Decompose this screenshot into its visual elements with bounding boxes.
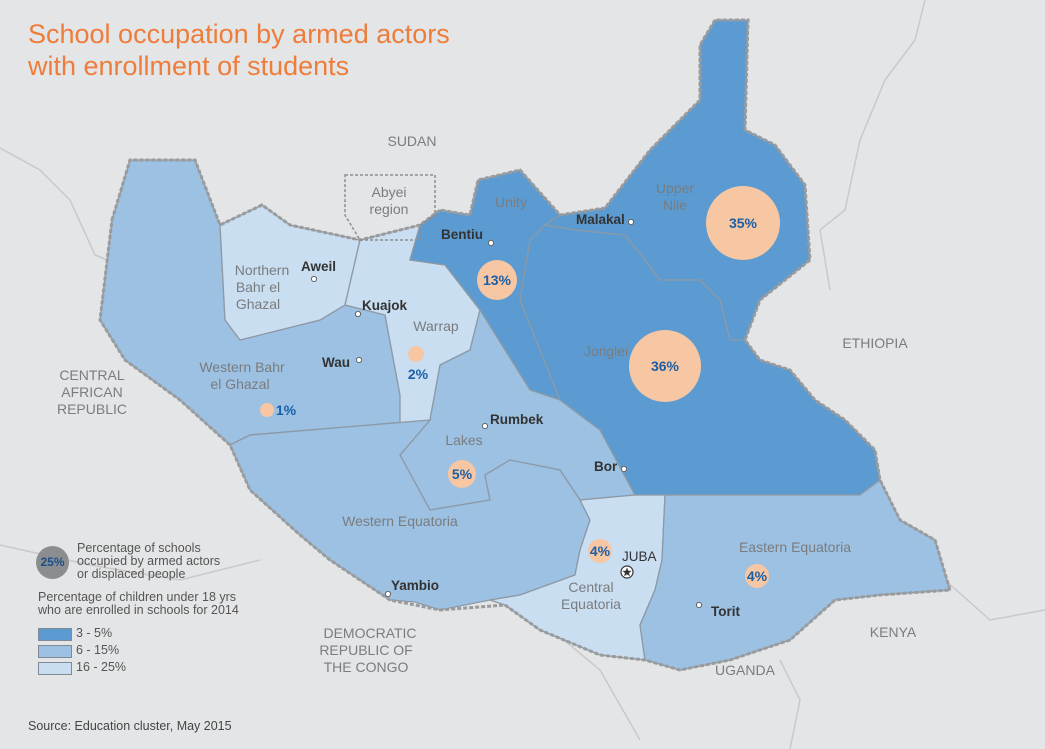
occupation-circle-jonglei [629,330,701,402]
legend-enroll-title-line-1: Percentage of children under 18 yrs [38,590,237,604]
occupation-value-western-bahr: 1% [276,402,297,418]
occupation-value-jonglei: 36% [651,358,680,374]
city-marker-bentiu [487,239,495,247]
city-marker-kuajok [354,310,362,318]
city-label-bentiu: Bentiu [441,227,483,242]
legend-swatch-1 [38,628,72,641]
occupation-circle-western-bahr [260,403,274,417]
city-label-malakal: Malakal [576,212,625,227]
city-label-juba: JUBA [622,549,657,564]
occupation-circle-upper-nile [706,186,780,260]
state-label-upper-nile-1: Upper [656,180,694,196]
state-label-jonglei: Jonglei [584,343,628,359]
national-border [98,18,952,672]
occupation-value-eastern-equatoria: 4% [747,568,768,584]
country-label-uganda: UGANDA [715,662,776,678]
city-marker-wau [355,356,363,364]
occupation-value-warrap: 2% [408,366,429,382]
occupation-circle-unity [477,260,517,300]
state-label-eastern-equatoria: Eastern Equatoria [739,539,851,555]
legend-enroll-title: Percentage of children under 18 yrs who … [38,591,239,617]
city-marker-rumbek [481,422,489,430]
state-label-lakes: Lakes [445,432,482,448]
sudan-ethiopia-border [819,0,926,291]
state-label-northern-bahr-2: Bahr el [236,279,280,295]
state-label-unity: Unity [495,194,527,210]
legend-circle-value: 25% [40,555,65,569]
title-line-1: School occupation by armed actors [28,19,450,49]
city-label-yambio: Yambio [391,578,439,593]
state-label-northern-bahr-1: Northern [235,262,289,278]
city-label-bor: Bor [594,459,618,474]
occupation-circle-eastern-equatoria [745,564,769,588]
city-label-wau: Wau [322,355,350,370]
state-label-upper-nile-2: Nile [663,197,687,213]
title-line-2: with enrollment of students [28,51,350,81]
city-marker-aweil [310,275,318,283]
legend-label-1: 3 - 5% [76,626,113,640]
legend-label-2: 6 - 15% [76,643,120,657]
state-label-warrap: Warrap [413,318,459,334]
country-label-ethiopia: ETHIOPIA [842,335,908,351]
legend-circle-text: Percentage of schools occupied by armed … [77,542,220,581]
state-label-northern-bahr-3: Ghazal [236,296,280,312]
abyei-label-1: Abyei [371,184,406,200]
abyei-border [344,174,436,241]
source-note: Source: Education cluster, May 2015 [28,719,232,733]
legend-swatch-3 [38,662,72,675]
legend-label-3: 16 - 25% [76,660,127,674]
occupation-circle-central-equatoria [588,539,612,563]
state-eastern-equatoria [639,479,951,671]
star-icon [620,565,634,579]
country-label-drc-2: REPUBLIC OF [319,642,412,658]
uganda-kenya-border [779,659,801,749]
legend-circle-icon: 25% [36,546,69,579]
abyei-label-2: region [370,201,409,217]
legend-circle-text-line-2: occupied by armed actors [77,554,221,568]
occupation-circle-warrap [408,346,424,362]
legend-circle-text-line-1: Percentage of schools [77,541,201,555]
occupation-value-lakes: 5% [452,466,473,482]
state-label-central-equatoria-1: Central [568,579,613,595]
occupation-value-unity: 13% [483,272,512,288]
occupation-circle-lakes [448,460,476,488]
country-label-kenya: KENYA [870,624,917,640]
legend-swatch-2 [38,645,72,658]
page-title: School occupation by armed actors with e… [28,18,450,82]
legend-occupation: 25% Percentage of schools occupied by ar… [36,542,316,586]
city-label-torit: Torit [711,604,740,619]
occupation-value-central-equatoria: 4% [590,543,611,559]
occupation-value-upper-nile: 35% [729,215,758,231]
city-label-aweil: Aweil [301,259,336,274]
city-marker-bor [620,465,628,473]
city-marker-malakal [627,218,635,226]
city-label-kuajok: Kuajok [362,298,408,313]
kenya-ethiopia-border [944,579,1045,621]
country-label-car-2: AFRICAN [61,384,122,400]
city-marker-yambio [384,590,392,598]
state-label-central-equatoria-2: Equatoria [561,596,621,612]
country-label-drc-3: THE CONGO [324,659,409,675]
city-label-rumbek: Rumbek [490,412,544,427]
country-label-sudan: SUDAN [387,133,436,149]
state-label-western-equatoria: Western Equatoria [342,513,458,529]
country-label-drc-1: DEMOCRATIC [323,625,416,641]
legend-enroll-title-line-2: who are enrolled in schools for 2014 [38,603,239,617]
country-label-car-3: REPUBLIC [57,401,127,417]
state-label-western-bahr-2: el Ghazal [210,376,269,392]
country-label-car-1: CENTRAL [59,367,125,383]
state-label-western-bahr-1: Western Bahr [199,359,285,375]
city-marker-torit [695,601,703,609]
legend-circle-text-line-3: or displaced people [77,567,186,581]
